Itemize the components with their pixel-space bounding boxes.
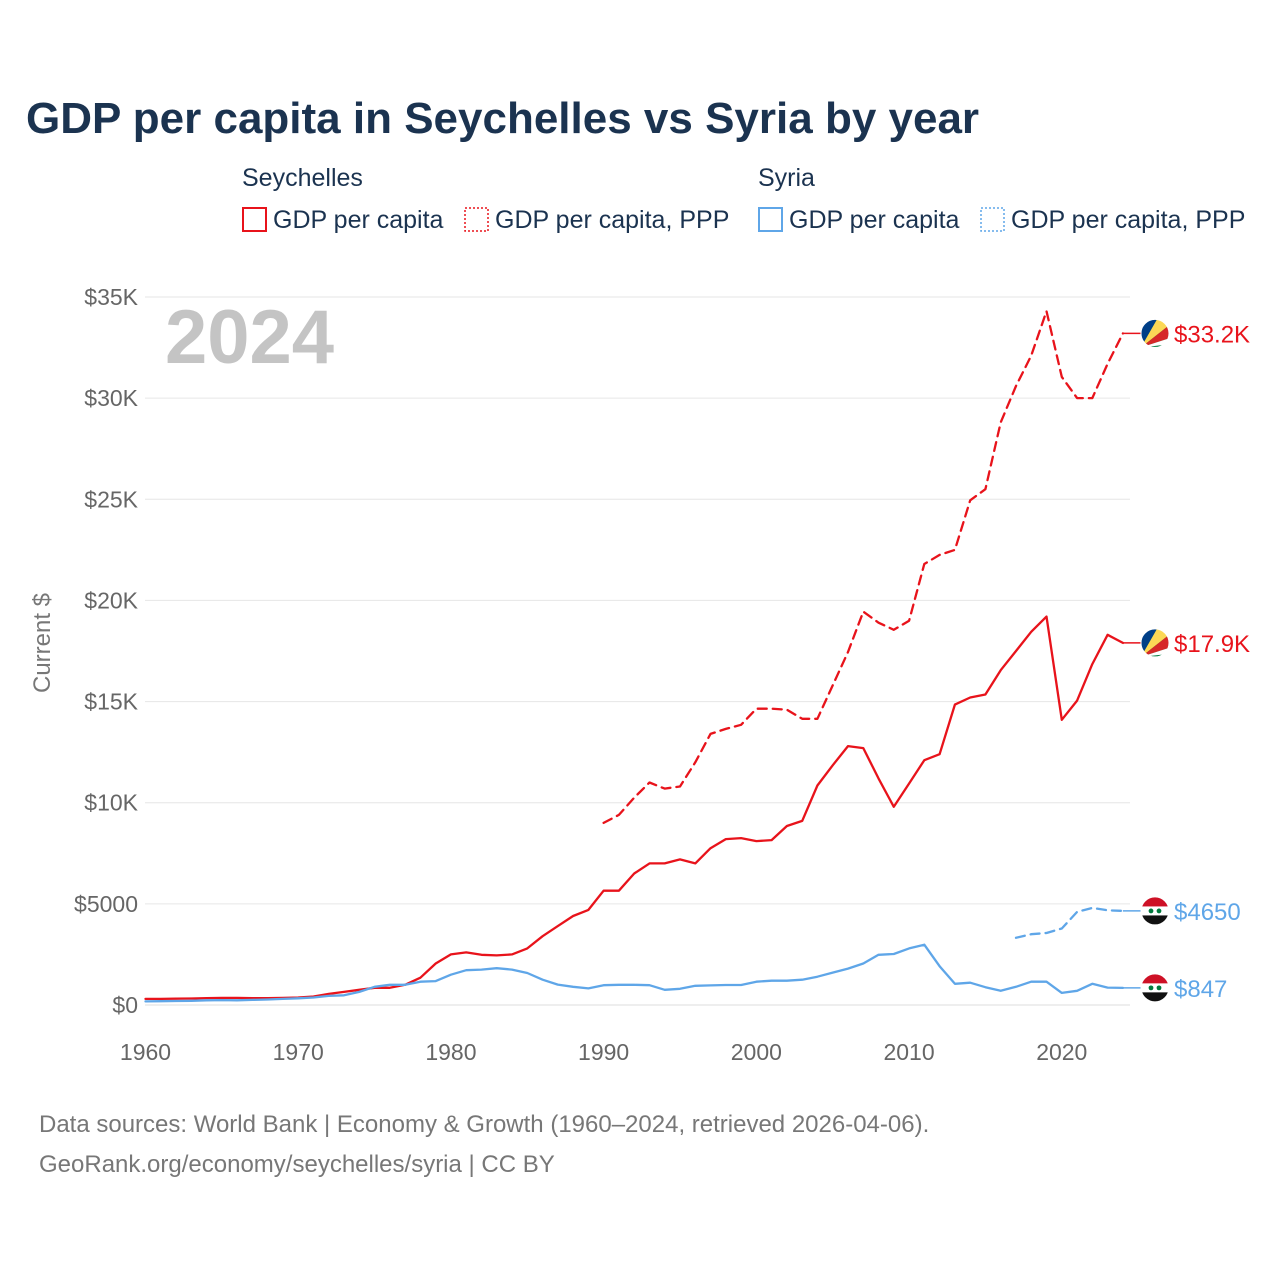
legend-label-seychelles-gdp[interactable]: GDP per capita (273, 206, 444, 234)
series-line-syria-gdp-per-capita (144, 943, 1125, 1003)
end-value-label: $4650 (1174, 899, 1241, 926)
x-axis-ticks: 1960 1970 1980 1990 2000 2010 2020 (120, 1039, 1087, 1065)
syria-flag-icon (1140, 973, 1170, 1003)
chart-title: GDP per capita in Seychelles vs Syria by… (26, 94, 979, 143)
end-value-label: $847 (1174, 976, 1227, 1003)
legend-label-syria-ppp[interactable]: GDP per capita, PPP (1011, 206, 1245, 234)
x-tick-label: 1990 (578, 1039, 629, 1065)
y-tick-label: $30K (84, 385, 138, 411)
legend-group-seychelles: Seychelles (242, 164, 363, 192)
y-axis-title: Current $ (29, 593, 56, 693)
legend-swatch-syria-gdp[interactable] (758, 207, 783, 232)
end-markers: $17.9K $33.2K $847 $4650 (1122, 318, 1250, 1003)
legend-group-syria: Syria (758, 164, 815, 192)
x-tick-label: 2000 (731, 1039, 782, 1065)
series-lines (144, 310, 1125, 1003)
source-line-2: GeoRank.org/economy/seychelles/syria | C… (39, 1151, 555, 1178)
x-tick-label: 2010 (883, 1039, 934, 1065)
gridlines (145, 296, 1130, 1006)
series-line-seychelles-gdp-per-capita-ppp (602, 310, 1125, 825)
source-line-1: Data sources: World Bank | Economy & Gro… (39, 1111, 929, 1138)
series-line-syria-gdp-per-capita-ppp (1014, 906, 1125, 939)
legend: Seychelles Syria GDP per capita GDP per … (242, 164, 1245, 234)
legend-swatch-syria-ppp[interactable] (980, 207, 1005, 232)
x-tick-label: 1970 (273, 1039, 324, 1065)
end-value-label: $17.9K (1174, 631, 1250, 658)
end-value-label: $33.2K (1174, 321, 1250, 348)
y-tick-label: $5000 (74, 891, 138, 917)
series-line-seychelles-gdp-per-capita (144, 615, 1125, 1001)
x-tick-label: 1980 (425, 1039, 476, 1065)
syria-flag-icon (1140, 896, 1170, 926)
y-tick-label: $15K (84, 689, 138, 715)
y-tick-label: $0 (112, 992, 138, 1018)
x-tick-label: 2020 (1036, 1039, 1087, 1065)
y-tick-label: $35K (84, 284, 138, 310)
legend-label-seychelles-ppp[interactable]: GDP per capita, PPP (495, 206, 729, 234)
legend-label-syria-gdp[interactable]: GDP per capita (789, 206, 960, 234)
y-tick-label: $25K (84, 486, 138, 512)
seychelles-flag-icon (1140, 628, 1170, 658)
legend-swatch-seychelles-ppp[interactable] (464, 207, 489, 232)
y-tick-label: $10K (84, 790, 138, 816)
year-overlay: 2024 (165, 295, 334, 380)
x-tick-label: 1960 (120, 1039, 171, 1065)
seychelles-flag-icon (1140, 318, 1170, 348)
legend-swatch-seychelles-gdp[interactable] (242, 207, 267, 232)
y-tick-label: $20K (84, 587, 138, 613)
y-axis-ticks: $0 $5000 $10K $15K $20K $25K $30K $35K (74, 284, 139, 1018)
